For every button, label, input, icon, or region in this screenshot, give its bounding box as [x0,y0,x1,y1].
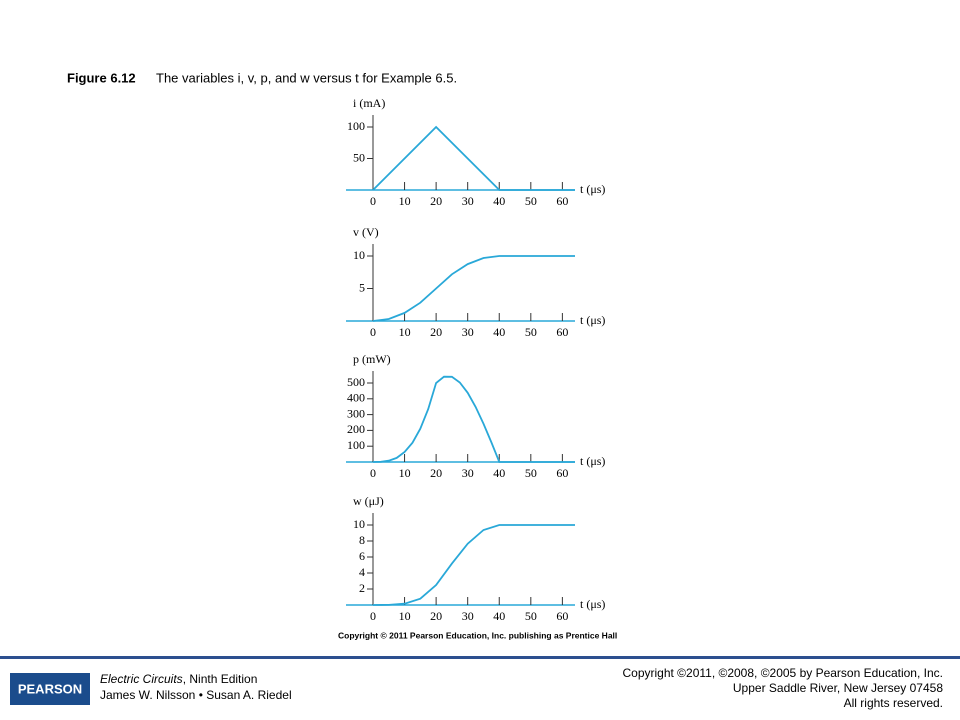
rights-line: All rights reserved. [844,696,943,710]
x-tick-label: 60 [556,194,568,208]
data-line [372,125,575,191]
x-tick-label: 60 [556,325,568,339]
x-tick-label: 50 [525,466,537,480]
y-tick-label: 300 [347,406,365,420]
caption-label: Figure 6.12 [67,70,136,85]
book-line: Electric Circuits, Ninth Edition [100,672,257,686]
y-tick-label: 4 [359,565,365,579]
x-axis-label: t (μs) [580,597,605,611]
caption-text: The variables i, v, p, and w versus t fo… [156,70,457,85]
edition: , Ninth Edition [183,672,258,686]
y-axis-label: v (V) [353,225,379,239]
y-tick-label: 10 [353,248,365,262]
book-title: Electric Circuits [100,672,183,686]
y-tick-label: 100 [347,119,365,133]
y-tick-label: 200 [347,422,365,436]
x-tick-label: 10 [399,466,411,480]
x-tick-label: 40 [493,466,505,480]
authors: James W. Nilsson • Susan A. Riedel [100,688,292,702]
y-tick-label: 500 [347,375,365,389]
x-tick-label: 0 [370,325,376,339]
x-tick-label: 20 [430,194,442,208]
y-tick-label: 5 [359,280,365,294]
x-tick-label: 30 [462,609,474,623]
x-tick-label: 20 [430,466,442,480]
x-axis-label: t (μs) [580,182,605,196]
x-tick-label: 40 [493,325,505,339]
x-tick-label: 60 [556,466,568,480]
y-tick-label: 8 [359,533,365,547]
x-tick-label: 50 [525,194,537,208]
data-line [372,375,575,463]
footer-rule [0,656,960,659]
logo-text: PEARSON [18,681,82,696]
x-tick-label: 0 [370,466,376,480]
x-tick-label: 50 [525,609,537,623]
rights-line: Copyright ©2011, ©2008, ©2005 by Pearson… [622,666,943,680]
x-tick-label: 40 [493,194,505,208]
x-tick-label: 30 [462,325,474,339]
data-line [372,255,575,322]
x-tick-label: 60 [556,609,568,623]
y-axis-label: w (μJ) [353,494,384,508]
copyright-line: Copyright © 2011 Pearson Education, Inc.… [338,630,617,640]
x-tick-label: 10 [399,325,411,339]
x-tick-label: 40 [493,609,505,623]
x-tick-label: 0 [370,194,376,208]
logo-box [10,673,90,705]
y-tick-label: 100 [347,438,365,452]
x-tick-label: 50 [525,325,537,339]
x-tick-label: 30 [462,194,474,208]
y-tick-label: 10 [353,517,365,531]
x-tick-label: 10 [399,609,411,623]
y-tick-label: 2 [359,581,365,595]
y-axis-label: p (mW) [353,352,391,366]
x-axis-label: t (μs) [580,454,605,468]
x-tick-label: 20 [430,609,442,623]
y-tick-label: 400 [347,391,365,405]
y-tick-label: 50 [353,150,365,164]
x-tick-label: 30 [462,466,474,480]
y-axis-label: i (mA) [353,96,385,110]
y-tick-label: 6 [359,549,365,563]
x-tick-label: 10 [399,194,411,208]
x-tick-label: 0 [370,609,376,623]
x-tick-label: 20 [430,325,442,339]
x-axis-label: t (μs) [580,313,605,327]
data-line [372,524,575,606]
rights-line: Upper Saddle River, New Jersey 07458 [733,681,943,695]
